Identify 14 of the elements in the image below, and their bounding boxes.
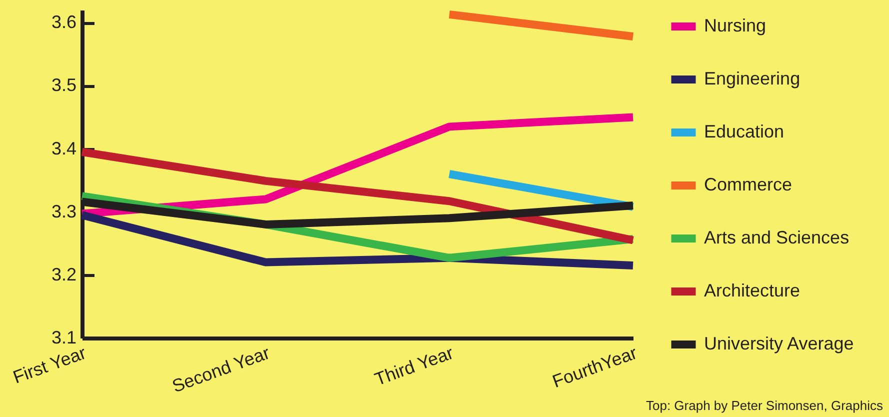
y-tick-label: 3.2 — [51, 264, 76, 284]
x-tick-label: Third Year — [372, 342, 456, 390]
legend-label: Architecture — [704, 280, 800, 300]
legend-label: Engineering — [704, 68, 800, 88]
legend-label: Commerce — [704, 174, 792, 194]
legend-label: Education — [704, 122, 784, 142]
legend-label: University Average — [704, 334, 854, 354]
y-tick-label: 3.4 — [51, 138, 76, 158]
legend-label: Nursing — [704, 16, 766, 36]
text: Top: Graph by Peter Simonsen, Graphics — [646, 398, 884, 413]
y-tick-label: 3.5 — [51, 75, 76, 96]
y-tick-label: 3.6 — [51, 12, 76, 32]
y-tick-label: 3.3 — [51, 201, 76, 222]
legend-label: Arts and Sciences — [704, 228, 850, 248]
